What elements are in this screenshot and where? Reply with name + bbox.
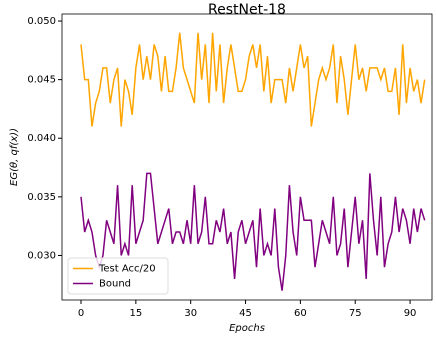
y-tick-label: 0.035 <box>27 192 56 203</box>
y-axis-label: EG(θ, qf(x)) <box>9 128 20 186</box>
x-tick-label: 30 <box>184 308 197 319</box>
x-tick-label: 0 <box>78 308 84 319</box>
x-tick-label: 60 <box>294 308 307 319</box>
x-tick-label: 75 <box>349 308 362 319</box>
y-tick-label: 0.045 <box>27 75 56 86</box>
chart-title: RestNet-18 <box>208 2 286 18</box>
y-tick-label: 0.030 <box>27 250 56 261</box>
line <box>80 32 426 127</box>
legend-label: Bound <box>99 279 131 290</box>
y-tick-label: 0.050 <box>27 16 56 27</box>
plot-frame <box>61 13 433 301</box>
x-tick-label: 45 <box>239 308 252 319</box>
x-tick-label: 15 <box>129 308 142 319</box>
legend-label: Test Acc/20 <box>98 264 156 275</box>
y-tick-label: 0.040 <box>27 133 56 144</box>
x-axis-label: Epochs <box>229 323 265 334</box>
legend-box <box>67 257 169 295</box>
x-tick-label: 90 <box>404 308 417 319</box>
line <box>80 172 426 291</box>
